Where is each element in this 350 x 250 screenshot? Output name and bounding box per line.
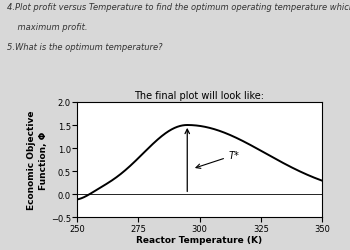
Text: 5.What is the optimum temperature?: 5.What is the optimum temperature?	[7, 42, 163, 51]
Text: T*: T*	[196, 150, 240, 169]
Text: 4.Plot profit versus Temperature to find the optimum operating temperature which: 4.Plot profit versus Temperature to find…	[7, 2, 350, 12]
Text: maximum profit.: maximum profit.	[7, 22, 88, 32]
Title: The final plot will look like:: The final plot will look like:	[134, 90, 265, 100]
X-axis label: Reactor Temperature (K): Reactor Temperature (K)	[136, 236, 262, 244]
Y-axis label: Economic Objective
Function, Φ: Economic Objective Function, Φ	[27, 110, 48, 210]
